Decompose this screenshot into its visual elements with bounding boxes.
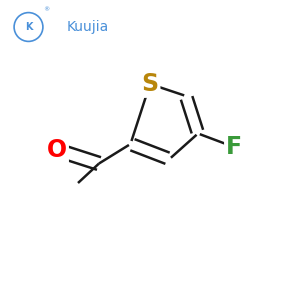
Text: K: K [25, 22, 32, 32]
Text: O: O [47, 138, 67, 162]
Text: S: S [141, 72, 159, 96]
Text: ®: ® [43, 7, 49, 12]
Text: F: F [226, 135, 242, 159]
Text: Kuujia: Kuujia [67, 20, 109, 34]
